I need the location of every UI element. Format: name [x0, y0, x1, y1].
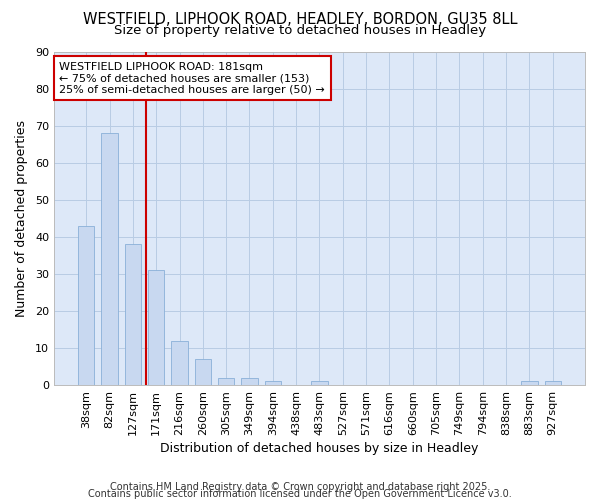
- Bar: [194, 359, 211, 385]
- Bar: [265, 382, 281, 385]
- Text: Size of property relative to detached houses in Headley: Size of property relative to detached ho…: [114, 24, 486, 37]
- Bar: [545, 382, 561, 385]
- Bar: [172, 340, 188, 385]
- Bar: [311, 382, 328, 385]
- Bar: [125, 244, 141, 385]
- Text: Contains public sector information licensed under the Open Government Licence v3: Contains public sector information licen…: [88, 489, 512, 499]
- Bar: [521, 382, 538, 385]
- Text: WESTFIELD LIPHOOK ROAD: 181sqm
← 75% of detached houses are smaller (153)
25% of: WESTFIELD LIPHOOK ROAD: 181sqm ← 75% of …: [59, 62, 325, 94]
- Text: Contains HM Land Registry data © Crown copyright and database right 2025.: Contains HM Land Registry data © Crown c…: [110, 482, 490, 492]
- Bar: [101, 133, 118, 385]
- Bar: [78, 226, 94, 385]
- Bar: [241, 378, 257, 385]
- Bar: [218, 378, 235, 385]
- X-axis label: Distribution of detached houses by size in Headley: Distribution of detached houses by size …: [160, 442, 479, 455]
- Text: WESTFIELD, LIPHOOK ROAD, HEADLEY, BORDON, GU35 8LL: WESTFIELD, LIPHOOK ROAD, HEADLEY, BORDON…: [83, 12, 517, 28]
- Bar: [148, 270, 164, 385]
- Y-axis label: Number of detached properties: Number of detached properties: [15, 120, 28, 317]
